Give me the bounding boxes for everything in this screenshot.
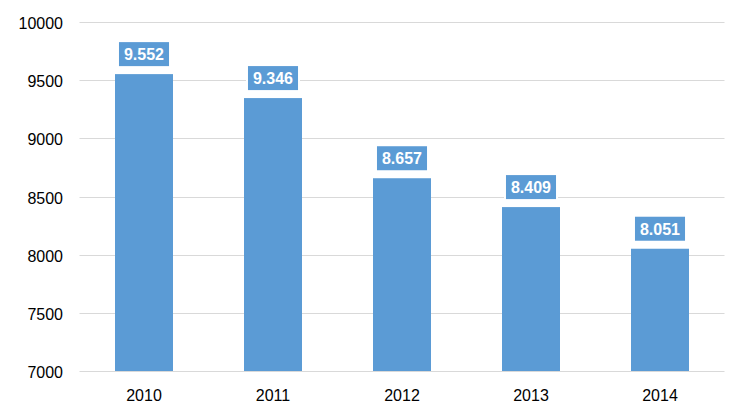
bar (115, 74, 173, 371)
data-labels: 9.552 9.346 8.657 8.409 8.051 (118, 41, 686, 242)
grid-line (80, 22, 725, 23)
grid-line (80, 371, 725, 372)
data-label-box (247, 65, 299, 91)
y-tick-label: 8500 (27, 190, 63, 207)
y-tick-label: 9500 (27, 73, 63, 90)
data-label-box (118, 41, 170, 67)
x-tick-label: 2013 (513, 387, 549, 404)
x-tick-label: 2012 (384, 387, 420, 404)
y-tick-label: 10000 (19, 15, 64, 32)
data-label-box (505, 174, 557, 200)
data-label-box (376, 145, 428, 171)
y-tick-label: 7000 (27, 364, 63, 381)
data-label-box (634, 216, 686, 242)
bar (373, 178, 431, 371)
y-tick-label: 8000 (27, 248, 63, 265)
x-tick-label: 2014 (642, 387, 678, 404)
grid-line (80, 138, 725, 139)
y-tick-label: 9000 (27, 131, 63, 148)
data-label: 8.657 (382, 150, 422, 167)
bars (115, 74, 689, 371)
data-label: 8.409 (511, 179, 551, 196)
grid (80, 23, 725, 372)
bar (502, 207, 560, 371)
x-tick-label: 2010 (126, 387, 162, 404)
bar (631, 249, 689, 371)
y-tick-label: 7500 (27, 306, 63, 323)
grid-line (80, 80, 725, 81)
x-tick-label: 2011 (256, 387, 291, 404)
data-label: 9.552 (124, 46, 164, 63)
data-label: 9.346 (253, 70, 293, 87)
bar (244, 98, 302, 371)
chart: 7000 7500 8000 8500 9000 9500 10000 2010 2011 201… (0, 0, 751, 420)
data-label: 8.051 (640, 221, 680, 238)
